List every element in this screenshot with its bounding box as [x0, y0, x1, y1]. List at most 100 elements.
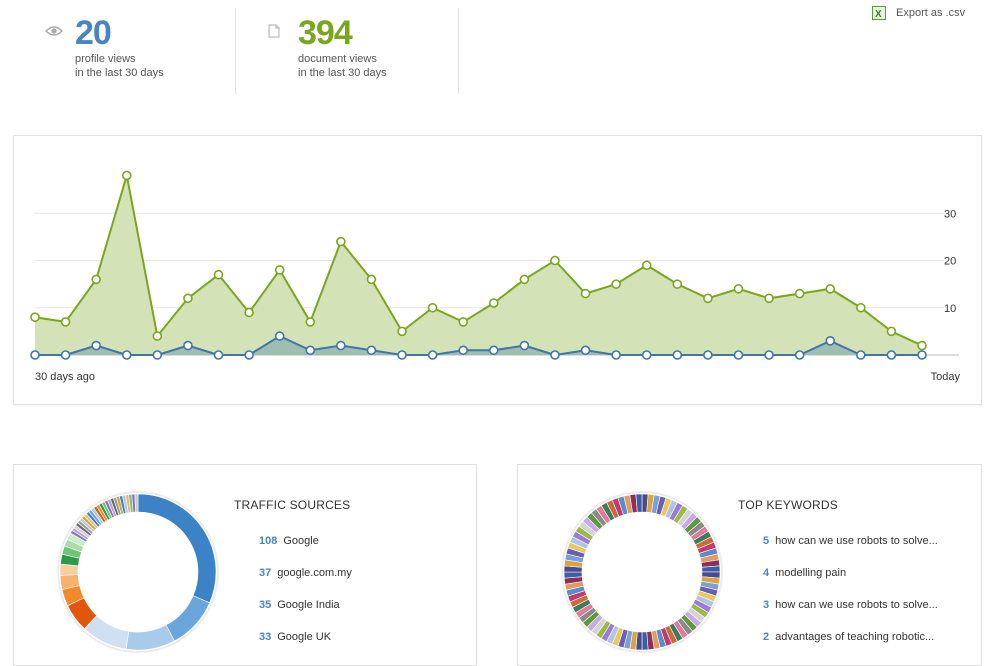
profile-views-point	[121, 350, 132, 360]
export-csv-label: Export as .csv	[896, 7, 966, 19]
profile-views-point	[703, 350, 713, 360]
top-keywords-slice	[641, 631, 649, 651]
document-views-point	[703, 293, 713, 304]
document-views-point	[91, 274, 101, 285]
views-chart-card: 10 20 30 30 days ago Today	[13, 135, 982, 405]
document-views-point	[733, 284, 744, 294]
traffic-source-item[interactable]: 33 Google UK	[259, 621, 352, 653]
profile-views-point	[213, 350, 224, 360]
document-views-point	[611, 279, 621, 289]
document-views-stat: 394 document views in the last 30 days	[268, 8, 459, 94]
document-views-point	[366, 274, 377, 285]
keyword-name: how can we use robots to solve...	[775, 535, 938, 547]
document-views-point	[764, 293, 774, 304]
y-tick-label: 10	[944, 303, 956, 315]
traffic-sources-donut	[57, 491, 219, 653]
keyword-name: modelling pain	[775, 567, 847, 579]
x-start-label: 30 days ago	[35, 371, 95, 383]
profile-views-point	[458, 345, 469, 356]
profile-views-point	[886, 350, 897, 360]
svg-text:X: X	[875, 9, 882, 20]
document-views-point	[397, 326, 407, 337]
traffic-source-count: 33	[259, 631, 272, 643]
profile-views-point	[917, 350, 927, 360]
profile-views-point	[427, 350, 438, 360]
document-views-point	[213, 269, 224, 280]
keyword-item[interactable]: 4 modelling pain	[763, 557, 938, 589]
document-views-point	[60, 317, 71, 327]
profile-views-point	[764, 350, 774, 360]
traffic-sources-title: TRAFFIC SOURCES	[234, 498, 351, 512]
views-chart: 10 20 30 30 days ago Today	[30, 170, 961, 383]
export-csv-button[interactable]: X Export as .csv	[872, 6, 965, 20]
document-views-point	[550, 255, 560, 266]
keyword-name: how can we use robots to solve...	[775, 599, 938, 611]
document-views-label-line2: in the last 30 days	[298, 67, 387, 79]
profile-views-point	[244, 350, 254, 360]
top-keywords-slice	[563, 571, 583, 579]
document-views-point	[672, 279, 683, 289]
profile-views-label-line1: profile views	[75, 53, 136, 65]
keyword-name: advantages of teaching robotic...	[775, 631, 935, 643]
top-keywords-list: 5 how can we use robots to solve... 4 mode…	[763, 525, 938, 653]
top-keywords-ring	[561, 491, 723, 653]
profile-views-stat: 20 profile views in the last 30 days	[44, 8, 236, 94]
document-views-point	[183, 293, 193, 304]
keyword-item[interactable]: 2 advantages of teaching robotic...	[763, 621, 938, 653]
document-views-point	[274, 265, 285, 275]
profile-views-point	[91, 340, 101, 351]
document-views-point	[244, 307, 254, 318]
traffic-source-name: google.com.my	[277, 567, 352, 579]
profile-views-point	[488, 345, 499, 356]
profile-views-point	[30, 350, 40, 360]
profile-views-point	[183, 340, 193, 351]
profile-views-label: profile views in the last 30 days	[75, 52, 225, 80]
traffic-source-item[interactable]: 108 Google	[259, 525, 352, 557]
document-views-point	[336, 236, 346, 247]
excel-icon: X	[872, 6, 886, 20]
traffic-source-item[interactable]: 35 Google India	[259, 589, 352, 621]
document-views-point	[488, 298, 499, 308]
profile-views-point	[519, 340, 530, 351]
profile-views-point	[274, 331, 285, 341]
traffic-source-count: 37	[259, 567, 272, 579]
traffic-source-count: 108	[259, 535, 278, 547]
profile-views-point	[580, 345, 591, 356]
keyword-item[interactable]: 3 how can we use robots to solve...	[763, 589, 938, 621]
keyword-count: 3	[763, 599, 770, 611]
document-views-point	[641, 260, 652, 271]
document-views-point	[458, 317, 469, 327]
document-icon	[268, 24, 280, 43]
document-views-point	[30, 312, 40, 322]
profile-views-point	[305, 345, 316, 356]
top-keywords-slice	[701, 565, 721, 573]
keyword-item[interactable]: 5 how can we use robots to solve...	[763, 525, 938, 557]
top-keywords-slice	[635, 493, 643, 513]
traffic-source-name: Google India	[277, 599, 340, 611]
keyword-count: 4	[763, 567, 770, 579]
profile-views-point	[825, 336, 836, 346]
document-views-point	[825, 284, 836, 294]
traffic-source-name: Google UK	[277, 631, 332, 643]
keyword-count: 2	[763, 631, 770, 643]
traffic-source-name: Google	[283, 535, 319, 547]
document-views-point	[917, 340, 927, 351]
profile-views-point	[794, 350, 805, 360]
top-keywords-donut	[561, 491, 723, 653]
keyword-count: 5	[763, 535, 770, 547]
traffic-sources-slice	[134, 493, 139, 513]
profile-views-point	[672, 350, 683, 360]
y-tick-label: 30	[944, 208, 956, 220]
profile-views-point	[550, 350, 560, 360]
profile-views-point	[60, 350, 71, 360]
traffic-source-item[interactable]: 37 google.com.my	[259, 557, 352, 589]
document-views-point	[305, 317, 316, 327]
top-keywords-panel: TOP KEYWORDS 5 how can we use robots to s…	[517, 464, 982, 666]
profile-views-point	[366, 345, 377, 356]
document-views-area	[35, 175, 922, 355]
document-views-point	[886, 326, 897, 337]
document-views-point	[794, 288, 805, 299]
document-views-point	[580, 288, 591, 299]
document-views-line	[34, 175, 923, 347]
x-end-label: Today	[931, 371, 961, 383]
